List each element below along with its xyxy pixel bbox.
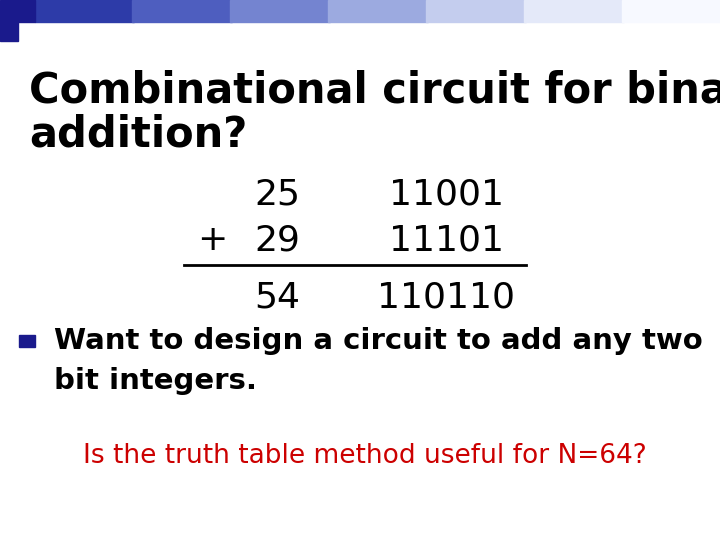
- Bar: [328, 0, 428, 22]
- Text: 54: 54: [254, 280, 300, 314]
- Bar: [132, 0, 232, 22]
- Text: 11001: 11001: [389, 178, 504, 211]
- Bar: [524, 0, 624, 22]
- Bar: [0, 0, 35, 22]
- Text: Is the truth table method useful for N=64?: Is the truth table method useful for N=6…: [83, 443, 647, 469]
- Text: 11101: 11101: [389, 224, 504, 257]
- Text: +: +: [197, 224, 228, 257]
- Text: 29: 29: [254, 224, 300, 257]
- Text: Want to design a circuit to add any two: Want to design a circuit to add any two: [54, 327, 713, 355]
- Text: 110110: 110110: [377, 280, 516, 314]
- Text: Combinational circuit for binary: Combinational circuit for binary: [29, 70, 720, 112]
- Text: addition?: addition?: [29, 113, 247, 156]
- Bar: [230, 0, 330, 22]
- Bar: [19, 335, 35, 347]
- Text: 25: 25: [254, 178, 300, 211]
- Text: bit integers.: bit integers.: [54, 367, 257, 395]
- Bar: [426, 0, 526, 22]
- Bar: [622, 0, 720, 22]
- Bar: [35, 0, 134, 22]
- Bar: [0, 22, 18, 40]
